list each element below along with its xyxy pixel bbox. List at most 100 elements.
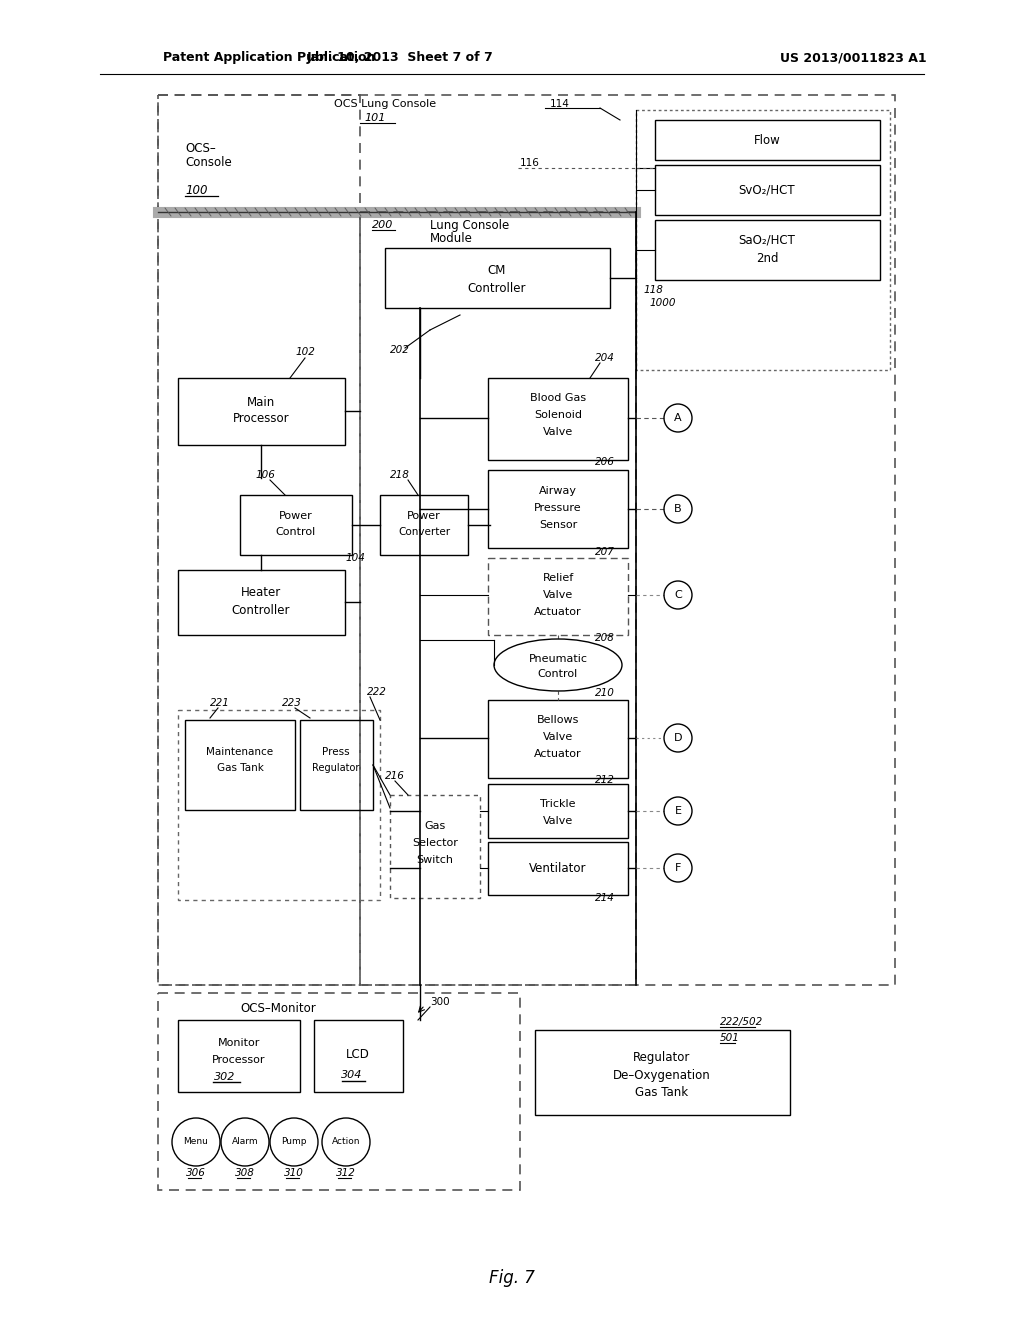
Text: LCD: LCD xyxy=(346,1048,370,1061)
Bar xyxy=(488,378,628,459)
Bar xyxy=(300,719,373,810)
Text: Pneumatic: Pneumatic xyxy=(528,653,588,664)
Bar xyxy=(488,700,628,777)
Text: 216: 216 xyxy=(385,771,404,781)
Text: Trickle: Trickle xyxy=(541,799,575,809)
Text: D: D xyxy=(674,733,682,743)
Bar xyxy=(488,784,628,838)
Bar xyxy=(158,95,895,985)
Bar xyxy=(488,842,628,895)
Text: 204: 204 xyxy=(595,352,614,363)
Text: 206: 206 xyxy=(595,457,614,467)
Text: Regulator: Regulator xyxy=(633,1052,690,1064)
Text: C: C xyxy=(674,590,682,601)
Text: 106: 106 xyxy=(255,470,274,480)
Text: Gas Tank: Gas Tank xyxy=(636,1085,688,1098)
Text: Regulator: Regulator xyxy=(312,763,359,774)
Bar xyxy=(178,570,345,635)
Text: Ventilator: Ventilator xyxy=(529,862,587,874)
Bar xyxy=(360,213,636,985)
Text: Press: Press xyxy=(323,747,350,756)
Text: Lung Console: Lung Console xyxy=(430,219,509,231)
Text: 102: 102 xyxy=(295,347,314,356)
Text: Airway: Airway xyxy=(539,486,577,496)
Text: 207: 207 xyxy=(595,546,614,557)
Text: Valve: Valve xyxy=(543,590,573,601)
Text: Bellows: Bellows xyxy=(537,715,580,725)
Text: Jan. 10, 2013  Sheet 7 of 7: Jan. 10, 2013 Sheet 7 of 7 xyxy=(306,51,494,65)
Text: Control: Control xyxy=(275,527,316,537)
Bar xyxy=(655,120,880,160)
Text: Menu: Menu xyxy=(183,1138,209,1147)
Text: Patent Application Publication: Patent Application Publication xyxy=(163,51,376,65)
Text: 208: 208 xyxy=(595,634,614,643)
Text: Pressure: Pressure xyxy=(535,503,582,513)
Bar xyxy=(158,95,360,985)
Text: Valve: Valve xyxy=(543,733,573,742)
Text: 1000: 1000 xyxy=(650,298,677,308)
Bar xyxy=(314,1020,403,1092)
Text: 118: 118 xyxy=(643,285,663,294)
Text: Gas: Gas xyxy=(424,821,445,832)
Text: B: B xyxy=(674,504,682,513)
Text: Processor: Processor xyxy=(232,412,290,425)
Text: A: A xyxy=(674,413,682,422)
Text: CM: CM xyxy=(487,264,506,277)
Text: Fig. 7: Fig. 7 xyxy=(489,1269,535,1287)
Text: 200: 200 xyxy=(372,220,393,230)
Bar xyxy=(535,1030,790,1115)
Bar xyxy=(655,165,880,215)
Text: Converter: Converter xyxy=(398,527,451,537)
Bar xyxy=(488,558,628,635)
Text: E: E xyxy=(675,807,682,816)
Text: 312: 312 xyxy=(336,1168,356,1177)
Text: 302: 302 xyxy=(214,1072,236,1082)
Text: 202: 202 xyxy=(390,345,410,355)
Text: Pump: Pump xyxy=(282,1138,307,1147)
Text: 114: 114 xyxy=(550,99,570,110)
Text: Action: Action xyxy=(332,1138,360,1147)
Bar xyxy=(390,795,480,898)
Bar xyxy=(178,710,380,900)
Text: Solenoid: Solenoid xyxy=(534,411,582,420)
Text: 104: 104 xyxy=(345,553,365,564)
Text: 304: 304 xyxy=(341,1071,362,1080)
Text: 300: 300 xyxy=(430,997,450,1007)
Text: OCS–Monitor: OCS–Monitor xyxy=(240,1002,315,1015)
Text: Selector: Selector xyxy=(412,838,458,847)
Text: 2nd: 2nd xyxy=(756,252,778,264)
Text: 222/502: 222/502 xyxy=(720,1016,763,1027)
Text: 221: 221 xyxy=(210,698,229,708)
Bar xyxy=(488,470,628,548)
Text: Monitor: Monitor xyxy=(218,1038,260,1048)
Text: Flow: Flow xyxy=(754,133,780,147)
Text: Valve: Valve xyxy=(543,816,573,826)
Text: 306: 306 xyxy=(186,1168,206,1177)
Text: 100: 100 xyxy=(185,183,208,197)
Text: Control: Control xyxy=(538,669,579,678)
Bar xyxy=(178,1020,300,1092)
Text: Maintenance: Maintenance xyxy=(207,747,273,756)
Text: 222: 222 xyxy=(367,686,387,697)
Text: Console: Console xyxy=(185,157,231,169)
Bar xyxy=(655,220,880,280)
Text: Power: Power xyxy=(280,511,313,521)
Bar xyxy=(185,719,295,810)
Text: 501: 501 xyxy=(720,1034,740,1043)
Text: Blood Gas: Blood Gas xyxy=(530,393,586,403)
Text: Processor: Processor xyxy=(212,1055,266,1065)
Bar xyxy=(636,110,890,370)
Text: Relief: Relief xyxy=(543,573,573,583)
Text: Gas Tank: Gas Tank xyxy=(216,763,263,774)
Text: 212: 212 xyxy=(595,775,614,785)
Text: F: F xyxy=(675,863,681,873)
Bar xyxy=(240,495,352,554)
Text: Valve: Valve xyxy=(543,426,573,437)
Text: 210: 210 xyxy=(595,688,614,698)
Text: Actuator: Actuator xyxy=(535,607,582,616)
Text: SvO₂/HCT: SvO₂/HCT xyxy=(738,183,796,197)
Text: Controller: Controller xyxy=(468,281,526,294)
Text: 308: 308 xyxy=(236,1168,255,1177)
Text: 223: 223 xyxy=(282,698,302,708)
Bar xyxy=(178,378,345,445)
